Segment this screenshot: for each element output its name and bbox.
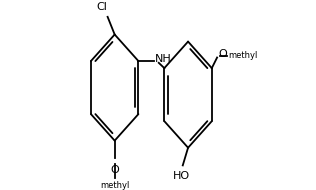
Text: O: O bbox=[110, 165, 119, 175]
Text: NH: NH bbox=[155, 54, 172, 64]
Text: methyl: methyl bbox=[100, 181, 129, 190]
Text: methyl: methyl bbox=[228, 51, 258, 60]
Text: O: O bbox=[218, 49, 227, 59]
Text: Cl: Cl bbox=[96, 2, 107, 12]
Text: HO: HO bbox=[173, 171, 191, 181]
